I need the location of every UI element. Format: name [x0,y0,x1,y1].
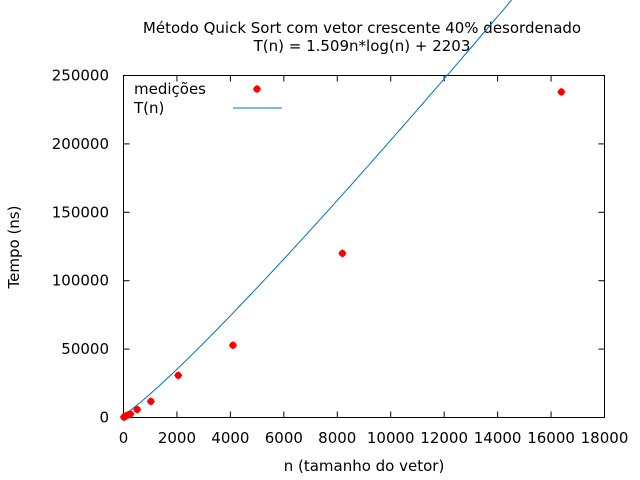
y-tick-label: 50000 [61,340,109,358]
plot-frame [123,75,605,418]
x-axis: 0 2000 4000 6000 8000 10000 12000 14000 16000 180… [119,75,629,447]
chart-title: Método Quick Sort com vetor crescente 40… [143,19,581,37]
data-point [228,341,237,350]
data-point [338,249,347,258]
x-axis-label: n (tamanho do vetor) [284,457,445,475]
fit-series [123,0,513,415]
y-axis-label: Tempo (ns) [5,206,23,290]
x-tick-label: 2000 [158,429,196,447]
x-tick-label: 8000 [318,429,356,447]
x-tick-label: 18000 [581,429,629,447]
x-tick-label: 6000 [265,429,303,447]
x-tick-label: 16000 [527,429,575,447]
y-tick-label: 200000 [52,135,109,153]
data-point [557,87,566,96]
x-tick-label: 0 [119,429,129,447]
legend-label-medicoes: medições [134,80,206,98]
x-tick-label: 12000 [420,429,468,447]
y-tick-label: 0 [99,409,109,427]
data-point [146,397,155,406]
y-tick-label: 100000 [52,272,109,290]
points-series [119,87,566,422]
y-tick-label: 250000 [52,67,109,85]
x-tick-label: 4000 [211,429,249,447]
x-tick-label: 14000 [474,429,522,447]
data-point [126,410,135,419]
x-tick-label: 10000 [367,429,415,447]
legend: medições T(n) [133,80,282,117]
y-axis: 0 50000 100000 150000 200000 250000 [52,67,605,427]
fit-line [123,0,513,415]
legend-label-fit: T(n) [133,99,164,117]
y-tick-label: 150000 [52,203,109,221]
chart-subtitle: T(n) = 1.509n*log(n) + 2203 [253,37,471,55]
legend-marker-medicoes [253,85,261,93]
data-point [133,405,142,414]
data-point [174,371,183,380]
